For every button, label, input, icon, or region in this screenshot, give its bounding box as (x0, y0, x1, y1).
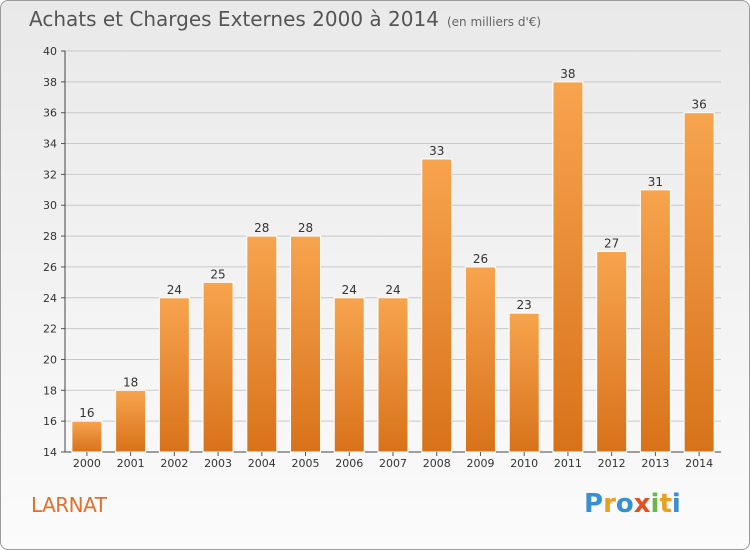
bar-2001 (115, 389, 147, 453)
data-label-2013: 31 (648, 175, 663, 189)
data-label-2004: 28 (254, 221, 269, 235)
y-tick-label: 16 (43, 415, 57, 428)
x-tick-label-2011: 2011 (554, 457, 582, 470)
y-tick-label: 40 (43, 45, 57, 58)
bar-2012 (596, 251, 628, 453)
data-label-2007: 24 (385, 283, 400, 297)
data-label-2003: 25 (210, 267, 225, 281)
x-tick-labels: 2000 2001 2002 2003 2004 2005 2006 2007 2008 2009… (73, 452, 713, 470)
bar-2004 (246, 235, 278, 453)
bar-2002 (158, 297, 190, 453)
x-tick-label-2007: 2007 (379, 457, 407, 470)
bar-2013 (639, 189, 671, 453)
x-tick-label-2002: 2002 (160, 457, 188, 470)
data-label-2012: 27 (604, 237, 619, 251)
proxiti-logo: Proxiti (584, 489, 681, 519)
y-tick-labels: 14 16 18 20 22 24 26 28 30 32 34 36 38 40 (43, 45, 57, 459)
y-tick-label: 32 (43, 168, 57, 181)
bar-2008 (421, 158, 453, 453)
y-tick-label: 18 (43, 384, 57, 397)
y-tick-label: 28 (43, 230, 57, 243)
bar-2007 (377, 297, 409, 453)
logo-letter: t (659, 489, 672, 519)
bar-2009 (464, 266, 496, 453)
x-tick-label-2014: 2014 (685, 457, 713, 470)
y-tick-label: 26 (43, 261, 57, 274)
x-tick-label-2006: 2006 (335, 457, 363, 470)
x-tick-label-2010: 2010 (510, 457, 538, 470)
x-tick-label-2001: 2001 (117, 457, 145, 470)
data-label-2010: 23 (517, 298, 532, 312)
data-label-2008: 33 (429, 144, 444, 158)
bar-2006 (333, 297, 365, 453)
data-label-2011: 38 (560, 67, 575, 81)
data-labels: 16 18 24 25 28 28 24 24 33 26 23 38 27 31 36 (79, 67, 707, 420)
data-label-2005: 28 (298, 221, 313, 235)
data-label-2009: 26 (473, 252, 488, 266)
logo-letter: i (650, 489, 660, 519)
y-tick-label: 36 (43, 107, 57, 120)
chart-subtitle: (en milliers d'€) (446, 15, 542, 29)
x-tick-label-2004: 2004 (248, 457, 276, 470)
data-label-2001: 18 (123, 375, 138, 389)
x-tick-label-2013: 2013 (641, 457, 669, 470)
data-label-2002: 24 (167, 283, 182, 297)
y-tick-label: 22 (43, 323, 57, 336)
data-label-2006: 24 (342, 283, 357, 297)
bar-2000 (71, 420, 103, 453)
bar-2014 (683, 112, 715, 453)
y-tick-label: 34 (43, 138, 57, 151)
x-tick-label-2000: 2000 (73, 457, 101, 470)
logo-letter: o (615, 489, 634, 519)
x-tick-label-2012: 2012 (598, 457, 626, 470)
y-tick-label: 14 (43, 446, 57, 459)
y-tick-label: 30 (43, 199, 57, 212)
x-tick-label-2009: 2009 (466, 457, 494, 470)
bar-2011 (552, 81, 584, 453)
chart-title: Achats et Charges Externes 2000 à 2014 (e… (29, 7, 542, 31)
x-tick-label-2003: 2003 (204, 457, 232, 470)
y-tick-label: 20 (43, 353, 57, 366)
data-label-2000: 16 (79, 406, 94, 420)
bar-2003 (202, 281, 234, 453)
bar-2010 (508, 312, 540, 453)
bars (71, 81, 715, 453)
bar-2005 (290, 235, 322, 453)
logo-letter: x (633, 489, 651, 519)
logo-letter: P (584, 489, 604, 519)
y-tick-label: 38 (43, 76, 57, 89)
x-tick-label-2005: 2005 (292, 457, 320, 470)
place-name: LARNAT (31, 493, 107, 517)
logo-letter: r (603, 489, 616, 519)
data-label-2014: 36 (691, 98, 706, 112)
y-tick-label: 24 (43, 292, 57, 305)
x-tick-label-2008: 2008 (423, 457, 451, 470)
logo-letter: i (671, 489, 681, 519)
